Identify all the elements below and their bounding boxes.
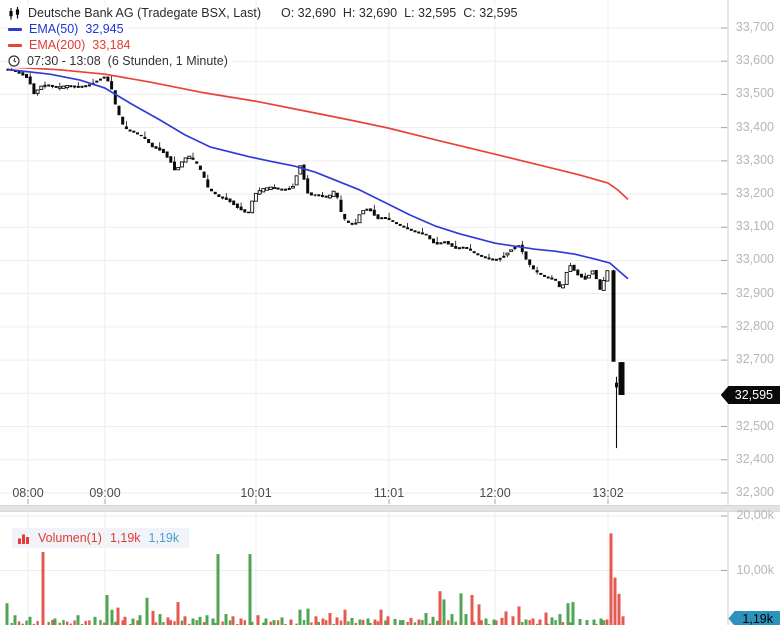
volume-bars-icon xyxy=(18,534,29,544)
time-tick-label: 11:01 xyxy=(373,486,405,500)
price-tick-label: 32,800 xyxy=(735,318,774,333)
last-volume-text: 1,19k xyxy=(742,611,773,625)
price-tick-label: 32,700 xyxy=(735,352,774,367)
instrument-header: Deutsche Bank AG (Tradegate BSX, Last) O… xyxy=(8,6,522,20)
time-tick-label: 08:00 xyxy=(12,486,44,500)
axis-lines xyxy=(27,0,729,625)
gridlines xyxy=(0,0,728,625)
last-volume-badge: 1,19k xyxy=(728,610,780,625)
price-tick-label: 33,700 xyxy=(735,20,774,34)
timespan-info: 07:30 - 13:08 (6 Stunden, 1 Minute) xyxy=(8,54,232,68)
time-note: (6 Stunden, 1 Minute) xyxy=(107,54,228,68)
low-value: L: 32,595 xyxy=(404,6,457,20)
ema50-value: 32,945 xyxy=(85,22,124,36)
high-value: H: 32,690 xyxy=(342,6,398,20)
price-tick-label: 33,200 xyxy=(735,186,774,201)
ema200-swatch xyxy=(8,43,22,47)
time-tick-label: 09:00 xyxy=(89,486,121,500)
last-price-badge: 32,595 xyxy=(720,385,780,404)
clock-icon xyxy=(8,55,20,67)
price-tick-label: 33,300 xyxy=(735,152,774,167)
volume-tick-label: 10,00k xyxy=(736,562,774,577)
price-tick-label: 33,000 xyxy=(735,252,774,267)
panel-divider[interactable] xyxy=(0,505,780,512)
volume-bars xyxy=(5,533,625,625)
price-tick-label: 32,900 xyxy=(735,285,774,300)
ema200-value: 33,184 xyxy=(92,38,131,52)
volume-label: Volumen(1) xyxy=(38,531,102,545)
candles xyxy=(6,66,625,449)
price-tick-label: 33,500 xyxy=(735,86,774,101)
candlestick-icon xyxy=(9,6,20,19)
volume-value: 1,19k xyxy=(109,531,141,545)
time-tick-label: 10:01 xyxy=(240,486,272,500)
ema50-line xyxy=(7,68,629,280)
price-tick-label: 33,400 xyxy=(735,119,774,134)
volume-legend[interactable]: Volumen(1) 1,19k 1,19k xyxy=(12,528,190,548)
last-price-text: 32,595 xyxy=(734,387,773,402)
close-value: C: 32,595 xyxy=(463,6,518,20)
ema200-line xyxy=(7,66,629,201)
open-value: O: 32,690 xyxy=(281,6,336,20)
ema50-legend[interactable]: EMA(50) 32,945 xyxy=(8,22,128,36)
price-tick-label: 33,100 xyxy=(735,219,774,234)
instrument-title: Deutsche Bank AG (Tradegate BSX, Last) xyxy=(28,6,261,20)
ema-lines xyxy=(7,66,629,280)
price-tick-label: 32,300 xyxy=(735,484,774,499)
ema50-label: EMA(50) xyxy=(29,22,79,36)
ema50-swatch xyxy=(8,27,22,31)
volume-tick-label: 20,00k xyxy=(736,508,774,522)
price-tick-label: 32,400 xyxy=(735,451,774,466)
time-tick-label: 13:02 xyxy=(592,486,624,500)
price-tick-label: 33,600 xyxy=(735,53,774,68)
time-tick-label: 12:00 xyxy=(479,486,511,500)
ema200-legend[interactable]: EMA(200) 33,184 xyxy=(8,38,135,52)
ema200-label: EMA(200) xyxy=(29,38,86,52)
time-range: 07:30 - 13:08 xyxy=(27,54,101,68)
volume-value-alt: 1,19k xyxy=(148,531,180,545)
price-tick-label: 32,500 xyxy=(735,418,774,433)
